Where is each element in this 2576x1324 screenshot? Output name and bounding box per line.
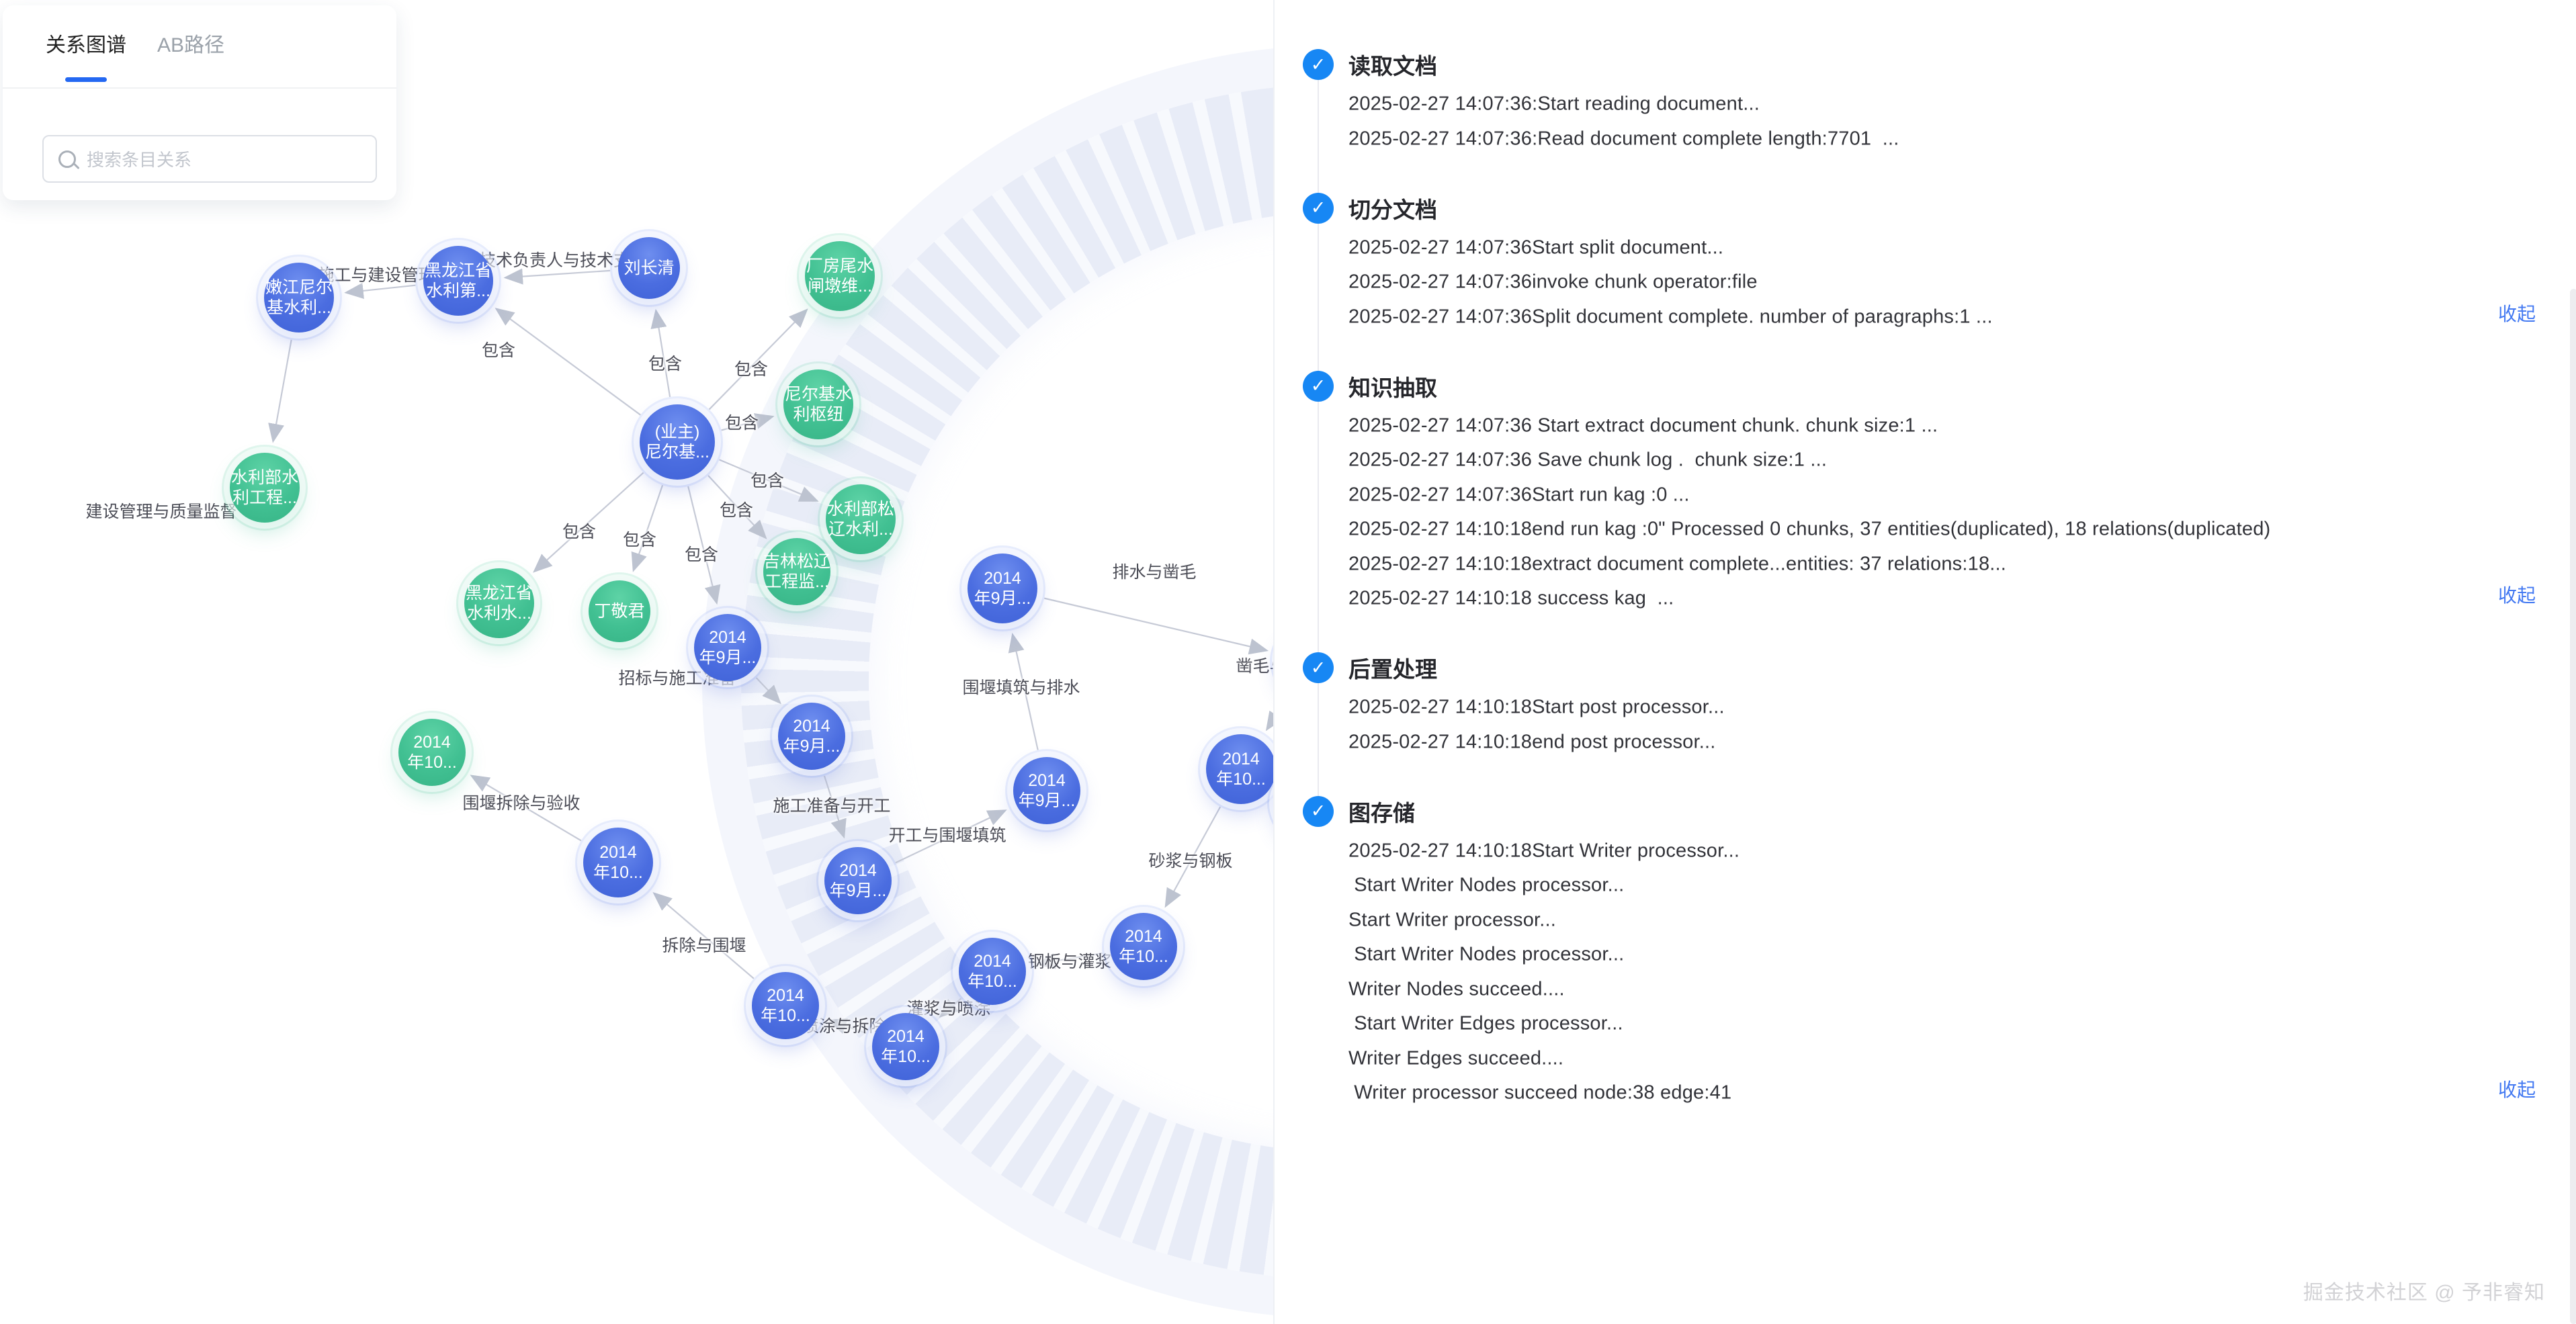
graph-node[interactable]: 吉林松辽 工程监... xyxy=(763,538,830,605)
edge-label: 包含 xyxy=(719,501,754,520)
graph-node[interactable]: 2014 年10... xyxy=(752,972,819,1039)
tabs-row: 关系图谱 AB路径 xyxy=(3,5,396,89)
graph-node[interactable]: 2014 年10... xyxy=(1206,734,1273,804)
timeline-rail xyxy=(1318,64,1319,811)
step-check-icon: ✓ xyxy=(1303,795,1334,827)
log-line: Start Writer processor... xyxy=(1348,909,1557,930)
collapse-link[interactable]: 收起 xyxy=(2497,585,2536,606)
search-input[interactable]: 搜索条目关系 xyxy=(42,135,377,183)
log-line: 2025-02-27 14:07:36:Start reading docume… xyxy=(1348,93,1760,115)
step-check-icon: ✓ xyxy=(1303,192,1334,224)
graph-node[interactable]: 2014 年10... xyxy=(398,719,466,786)
graph-node[interactable]: 2014 年9月... xyxy=(694,614,761,681)
graph-node[interactable]: (业主) 尼尔基... xyxy=(640,404,715,480)
search-placeholder: 搜索条目关系 xyxy=(87,150,192,170)
edge-label: 建设管理与质量监督 xyxy=(85,502,237,521)
collapse-link[interactable]: 收起 xyxy=(2497,1079,2536,1100)
log-line: 2025-02-27 14:10:18 success kag ... xyxy=(1348,587,1674,609)
log-line: Start Writer Edges processor... xyxy=(1348,1012,1623,1034)
graph-node[interactable]: 黑龙江省 水利第... xyxy=(423,246,493,316)
edge-label: 包含 xyxy=(734,360,769,379)
graph-node[interactable]: 水利部水 利工程... xyxy=(230,453,300,523)
watermark: 掘金技术社区 @ 予非睿知 xyxy=(2303,1282,2545,1304)
step-check-icon: ✓ xyxy=(1303,652,1334,683)
log-line: Writer Edges succeed.... xyxy=(1348,1047,1564,1069)
log-line: 2025-02-27 14:10:18Start Writer processo… xyxy=(1348,840,1740,861)
step-check-icon: ✓ xyxy=(1303,370,1334,402)
graph-node[interactable]: 水利部松 辽水利... xyxy=(826,484,896,554)
log-line: 2025-02-27 14:10:18end post processor... xyxy=(1348,731,1716,752)
graph-node[interactable]: 2014 年10... xyxy=(583,828,653,897)
log-line: 2025-02-27 14:07:36 Save chunk log . chu… xyxy=(1348,449,1828,471)
log-line: Start Writer Nodes processor... xyxy=(1348,943,1625,965)
log-line: Start Writer Nodes processor... xyxy=(1348,874,1625,896)
graph-node[interactable]: 尼尔基水 利枢纽 xyxy=(783,369,853,439)
graph-node[interactable]: 黑龙江省 水利水... xyxy=(464,568,534,638)
step-title: 读取文档 xyxy=(1348,54,1437,79)
log-line: Writer processor succeed node:38 edge:41 xyxy=(1348,1082,1732,1104)
edge-label: 施工准备与开工 xyxy=(773,797,891,815)
tab-ab-path[interactable]: AB路径 xyxy=(157,34,225,56)
log-line: 2025-02-27 14:07:36Split document comple… xyxy=(1348,306,1993,327)
edge-label: 包含 xyxy=(684,545,719,564)
tab-relation-graph[interactable]: 关系图谱 xyxy=(46,28,126,87)
step-title: 后置处理 xyxy=(1348,657,1437,682)
log-line: 2025-02-27 14:07:36Start run kag :0 ... xyxy=(1348,484,1690,505)
edge-label: 围堰填筑与排水 xyxy=(962,678,1080,697)
edge-label: 钢板与灌浆 xyxy=(1027,953,1112,971)
log-line: 2025-02-27 14:07:36Start split document.… xyxy=(1348,236,1724,258)
graph-edges xyxy=(268,268,1273,1034)
graph-node[interactable]: 嫩江尼尔 基水利... xyxy=(264,263,334,333)
pipeline-log-panel: ✓ 读取文档 2025-02-27 14:07:36:Start reading d… xyxy=(1273,0,2576,1324)
edge-label: 开工与围堰填筑 xyxy=(888,826,1006,845)
collapse-link[interactable]: 收起 xyxy=(2497,303,2536,324)
graph-node[interactable]: 2014 年9月... xyxy=(968,554,1037,623)
edge-label: 包含 xyxy=(562,523,597,541)
graph-toolbar-card: 关系图谱 AB路径 搜索条目关系 xyxy=(3,5,396,200)
log-line: 2025-02-27 14:07:36invoke chunk operator… xyxy=(1348,271,1758,293)
edge-label: 包含 xyxy=(648,355,683,373)
log-line: Writer Nodes succeed.... xyxy=(1348,978,1565,1000)
edge-label: 施工与建设管理 xyxy=(317,266,435,285)
graph-node[interactable]: 厂房尾水 闸墩维... xyxy=(805,241,875,311)
edge-label: 包含 xyxy=(750,472,785,490)
graph-node[interactable]: 2014 年10... xyxy=(872,1013,939,1080)
step-check-icon: ✓ xyxy=(1303,49,1334,80)
graph-node[interactable]: 2014 年9月... xyxy=(1013,757,1080,824)
graph-canvas[interactable]: 施工与建设管理 技术负责人与技术支持 建设管理与质量监督 包含 包含 包含 包含 包含 包含 包含… xyxy=(0,0,1273,1324)
log-line: 2025-02-27 14:10:18extract document comp… xyxy=(1348,553,2007,574)
graph-node[interactable]: 刘长清 xyxy=(618,237,680,299)
graph-node[interactable]: 2014 年9月... xyxy=(778,703,845,770)
log-line: 2025-02-27 14:10:18end run kag :0" Proce… xyxy=(1348,518,2271,540)
edge-label: 围堰拆除与验收 xyxy=(462,794,581,813)
edge-label: 包含 xyxy=(622,531,657,549)
graph-node[interactable]: 2014 年10... xyxy=(959,938,1026,1005)
graph-node[interactable]: 2014 年10... xyxy=(1110,913,1177,980)
log-line: 2025-02-27 14:07:36:Read document comple… xyxy=(1348,128,1899,149)
edge-label: 砂浆与钢板 xyxy=(1148,852,1233,871)
step-title: 切分文档 xyxy=(1348,197,1437,222)
edge-label: 包含 xyxy=(481,341,516,360)
log-line: 2025-02-27 14:10:18Start post processor.… xyxy=(1348,696,1725,718)
edge-label: 拆除与围堰 xyxy=(662,936,746,955)
scrollbar[interactable] xyxy=(2570,289,2576,1324)
graph-node[interactable]: 2014 年9月... xyxy=(824,847,892,914)
log-line: 2025-02-27 14:07:36 Start extract docume… xyxy=(1348,414,1938,436)
graph-node[interactable]: 丁敬君 xyxy=(589,580,650,642)
edge-label: 包含 xyxy=(724,414,759,433)
search-icon xyxy=(58,150,76,168)
step-title: 知识抽取 xyxy=(1348,375,1437,400)
step-title: 图存储 xyxy=(1348,800,1415,826)
edge-label: 排水与凿毛 xyxy=(1112,563,1197,582)
edge-label: 凿毛与砂浆 xyxy=(1236,657,1273,676)
